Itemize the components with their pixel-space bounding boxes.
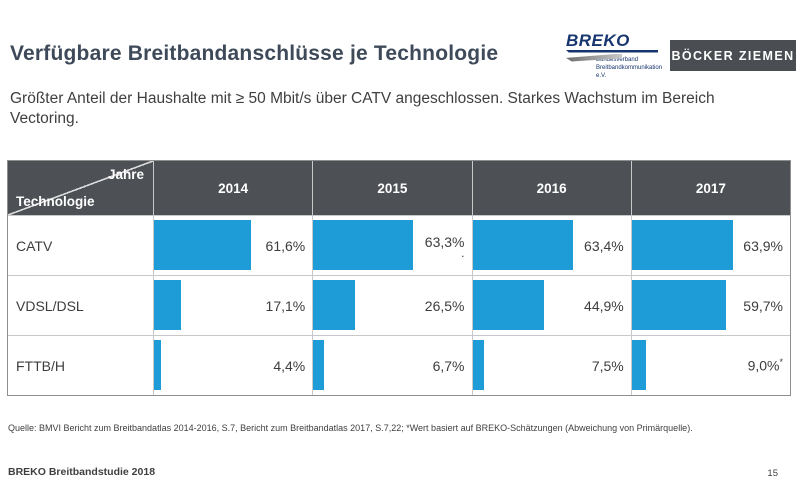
bar-cell-vdsl-2015: 26,5% <box>312 275 472 335</box>
bar-vdsl-2014 <box>154 280 182 330</box>
dot-note: . <box>461 245 465 260</box>
breko-subtext-line2: Breitbandkommunikation e.V. <box>596 64 663 79</box>
bar-vdsl-2016 <box>472 280 544 330</box>
technology-year-table: Jahre Technologie 2014 2015 2016 2017 CA… <box>7 160 791 396</box>
value-label-fttb-2015: 6,7% <box>432 357 465 374</box>
bar-catv-2014 <box>154 220 252 270</box>
row-label-fttb-h: FTTB/H <box>8 335 153 395</box>
bar-cell-catv-2015: 63,3%. <box>312 215 472 275</box>
year-header-2014: 2014 <box>153 161 313 215</box>
year-header-2017: 2017 <box>630 161 790 215</box>
breko-subtext-line1: Bundesverband <box>596 56 639 63</box>
value-label-catv-2014: 61,6% <box>265 237 306 254</box>
breko-wordmark: BREKO <box>566 31 630 50</box>
value-label-fttb-2017: 9,0%* <box>747 357 783 374</box>
value-label-vdsl-2016: 44,9% <box>584 297 624 314</box>
bar-catv-2015 <box>313 220 414 270</box>
bar-catv-2017 <box>631 220 733 270</box>
corner-header-cell: Jahre Technologie <box>8 161 153 215</box>
breko-swoosh-icon <box>566 53 622 62</box>
bar-fttb-2016 <box>472 340 485 390</box>
page-title: Verfügbare Breitbandanschlüsse je Techno… <box>10 42 499 65</box>
value-label-catv-2015: 63,3%. <box>424 233 465 260</box>
bar-fttb-2014 <box>154 340 161 390</box>
value-label-catv-2017: 63,9% <box>743 237 783 254</box>
row-label-catv: CATV <box>8 215 153 275</box>
value-label-vdsl-2014: 17,1% <box>265 297 306 314</box>
bar-fttb-2015 <box>313 340 324 390</box>
bar-vdsl-2015 <box>313 280 356 330</box>
value-label-fttb-2014: 4,4% <box>273 357 306 374</box>
bar-cell-catv-2017: 63,9% <box>630 215 790 275</box>
bar-cell-vdsl-2016: 44,9% <box>471 275 631 335</box>
row-label-vdsl-dsl: VDSL/DSL <box>8 275 153 335</box>
year-header-2015: 2015 <box>312 161 472 215</box>
breko-underline-shape <box>566 50 658 53</box>
boecker-ziemen-logo: BÖCKER ZIEMEN <box>670 40 796 71</box>
source-note: Quelle: BMVI Bericht zum Breitbandatlas … <box>8 423 693 433</box>
year-header-2016: 2016 <box>471 161 631 215</box>
bar-cell-catv-2016: 63,4% <box>471 215 631 275</box>
bar-cell-fttb-2016: 7,5% <box>471 335 631 395</box>
bar-fttb-2017 <box>631 340 646 390</box>
page-number: 15 <box>767 468 778 479</box>
corner-label-jahre: Jahre <box>107 167 144 182</box>
bar-cell-vdsl-2014: 17,1% <box>153 275 313 335</box>
bar-catv-2016 <box>472 220 573 270</box>
bar-cell-catv-2014: 61,6% <box>153 215 313 275</box>
value-label-fttb-2016: 7,5% <box>591 357 624 374</box>
bar-cell-vdsl-2017: 59,7% <box>630 275 790 335</box>
bar-vdsl-2017 <box>631 280 727 330</box>
bar-cell-fttb-2015: 6,7% <box>312 335 472 395</box>
study-name: BREKO Breitbandstudie 2018 <box>8 466 156 478</box>
value-label-catv-2016: 63,4% <box>584 237 624 254</box>
bar-cell-fttb-2017: 9,0%* <box>630 335 790 395</box>
value-label-vdsl-2015: 26,5% <box>424 297 465 314</box>
breko-logo: BREKO Bundesverband Breitbandkommunikati… <box>566 31 671 80</box>
value-label-vdsl-2017: 59,7% <box>743 297 783 314</box>
asterisk-note: * <box>779 357 783 368</box>
corner-label-technologie: Technologie <box>16 194 95 209</box>
subtitle: Größter Anteil der Haushalte mit ≥ 50 Mb… <box>10 90 715 128</box>
bar-cell-fttb-2014: 4,4% <box>153 335 313 395</box>
breko-subtext: Bundesverband Breitbandkommunikation e.V… <box>596 56 671 80</box>
